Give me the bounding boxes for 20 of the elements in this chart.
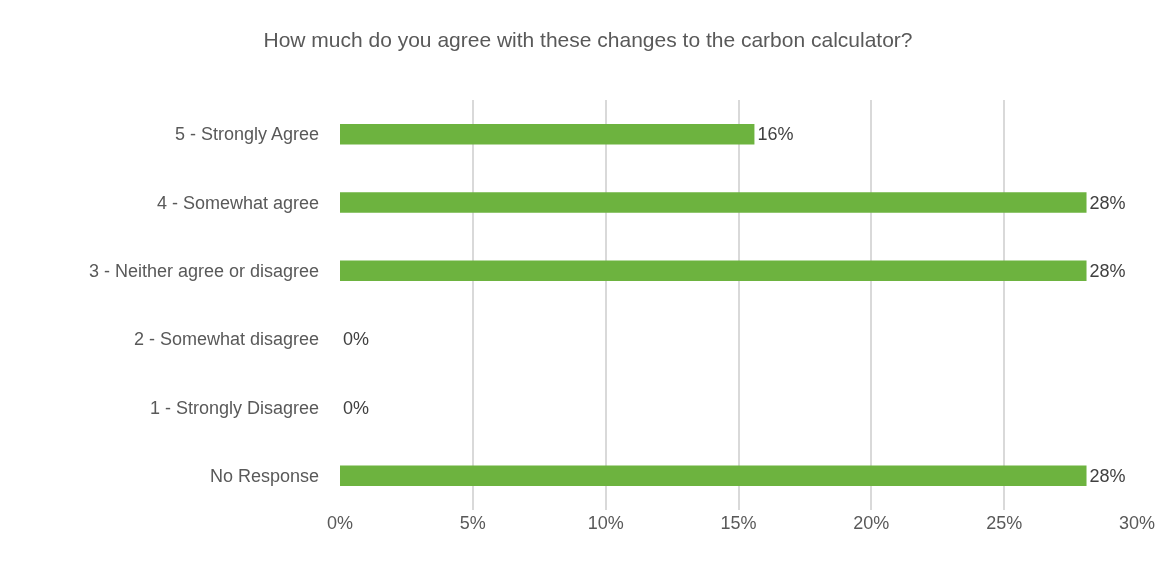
chart-title: How much do you agree with these changes to the carbon calculator? bbox=[263, 27, 913, 51]
data-label: 0% bbox=[343, 329, 370, 350]
data-label: 16% bbox=[757, 124, 794, 145]
x-tick-label: 10% bbox=[587, 513, 624, 533]
x-tick-label: 25% bbox=[986, 513, 1023, 533]
y-tick-label: No Response bbox=[209, 466, 319, 487]
x-tick-label: 5% bbox=[459, 513, 486, 533]
y-tick-label: 3 - Neither agree or disagree bbox=[88, 261, 319, 282]
x-tick-label: 15% bbox=[720, 513, 757, 533]
y-tick-label: 2 - Somewhat disagree bbox=[133, 329, 319, 350]
data-label: 0% bbox=[343, 397, 370, 418]
y-tick-label: 4 - Somewhat agree bbox=[156, 192, 319, 213]
y-tick-label: 1 - Strongly Disagree bbox=[149, 397, 319, 418]
x-tick-label: 20% bbox=[853, 513, 890, 533]
x-tick-label: 0% bbox=[326, 513, 354, 533]
y-tick-label: 5 - Strongly Agree bbox=[174, 124, 319, 145]
x-tick-label: 30% bbox=[1118, 513, 1156, 533]
data-label: 28% bbox=[1089, 192, 1126, 213]
data-label: 28% bbox=[1089, 465, 1126, 486]
data-label: 28% bbox=[1089, 260, 1126, 281]
